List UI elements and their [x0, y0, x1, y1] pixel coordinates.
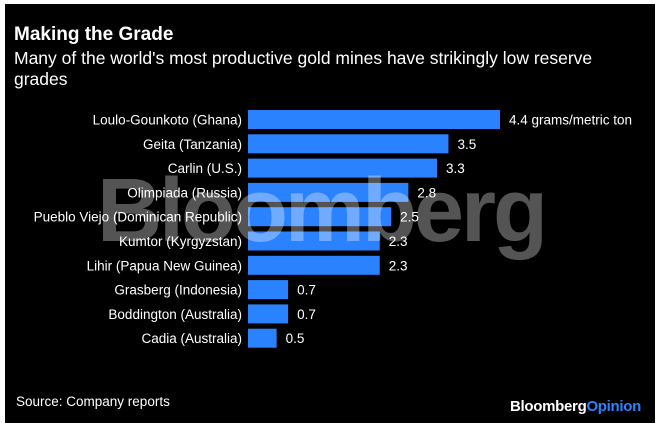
- value-label: 0.7: [297, 283, 316, 298]
- value-label: 2.3: [389, 258, 408, 273]
- category-label: Lihir (Papua New Guinea): [87, 258, 242, 273]
- bar: [248, 182, 409, 202]
- category-label: Pueblo Viejo (Dominican Republic): [34, 210, 242, 225]
- value-label: 2.5: [400, 210, 419, 225]
- category-label: Carlin (U.S.): [168, 161, 242, 176]
- bar: [248, 328, 277, 348]
- bar: [248, 280, 289, 300]
- value-label: 4.4 grams/metric ton: [509, 113, 632, 128]
- bar: [248, 134, 449, 154]
- bar: [248, 304, 289, 324]
- labels-layer: Loulo-Gounkoto (Ghana) 4.4 grams/metric t…: [34, 113, 632, 347]
- value-label: 2.8: [417, 185, 436, 200]
- value-label: 3.3: [446, 161, 465, 176]
- bloomberg-opinion-logo: BloombergOpinion: [510, 398, 641, 415]
- bar: [248, 255, 380, 275]
- bars-layer: [248, 110, 500, 348]
- category-label: Loulo-Gounkoto (Ghana): [93, 113, 242, 128]
- value-label: 0.5: [286, 331, 305, 346]
- bloomberg-watermark-logo: Bloomberg: [97, 161, 545, 261]
- source-note: Source: Company reports: [16, 394, 170, 409]
- category-label: Cadia (Australia): [141, 331, 242, 346]
- chart-subtitle: Many of the world's most productive gold…: [14, 48, 593, 89]
- category-label: Kumtor (Kyrgyzstan): [119, 234, 242, 249]
- brand-secondary: Opinion: [586, 398, 641, 415]
- chart-panel: Making the Grade Many of the world's mos…: [5, 4, 655, 423]
- value-label: 2.3: [389, 234, 408, 249]
- category-label: Boddington (Australia): [108, 307, 242, 322]
- bar: [248, 158, 437, 178]
- category-label: Geita (Tanzania): [143, 137, 242, 152]
- value-label: 0.7: [297, 307, 316, 322]
- bar: [248, 110, 500, 129]
- bar: [248, 207, 392, 227]
- value-label: 3.5: [457, 137, 476, 152]
- bar-chart: Bloomberg Loulo-Gounkoto (Ghana) 4.4 gram…: [34, 110, 632, 348]
- bar: [248, 231, 380, 251]
- chart-title: Making the Grade: [14, 24, 174, 45]
- brand-primary: Bloomberg: [509, 398, 587, 415]
- category-label: Grasberg (Indonesia): [114, 283, 242, 298]
- category-label: Olimpiada (Russia): [127, 185, 242, 200]
